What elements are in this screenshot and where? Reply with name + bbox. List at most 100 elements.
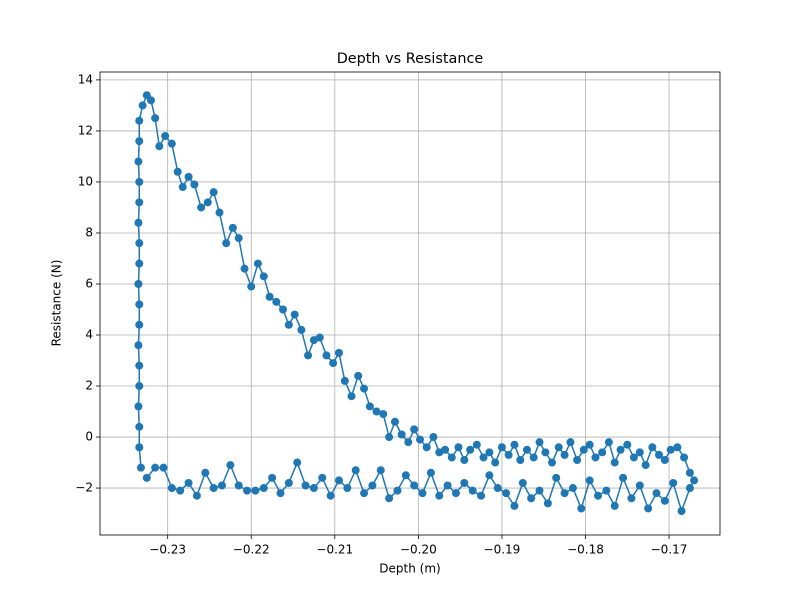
data-point — [360, 384, 369, 393]
data-point — [134, 157, 143, 166]
data-point — [393, 486, 402, 495]
data-point — [554, 443, 563, 452]
data-point — [253, 259, 262, 268]
data-point — [372, 407, 381, 416]
y-tick-label: 14 — [78, 72, 93, 86]
data-point — [635, 481, 644, 490]
data-point — [247, 282, 256, 291]
data-point — [648, 443, 657, 452]
y-axis-label: Resistance (N) — [50, 260, 64, 347]
data-point — [192, 491, 201, 500]
data-point — [468, 486, 477, 495]
data-point — [573, 456, 582, 465]
data-point — [548, 458, 557, 467]
x-tick-label: −0.23 — [149, 543, 186, 557]
data-point — [604, 438, 613, 447]
data-point — [176, 486, 185, 495]
data-point — [410, 481, 419, 490]
x-tick-label: −0.18 — [567, 543, 604, 557]
data-point — [151, 463, 160, 472]
data-point — [619, 473, 628, 482]
data-point — [135, 177, 144, 186]
data-point — [340, 376, 349, 385]
data-point — [343, 484, 352, 493]
data-point — [516, 456, 525, 465]
data-point — [222, 239, 231, 248]
data-point — [134, 279, 143, 288]
data-point — [155, 142, 164, 151]
data-point — [329, 359, 338, 368]
data-point — [217, 481, 226, 490]
data-point — [510, 440, 519, 449]
data-point — [418, 489, 427, 498]
data-point — [304, 351, 313, 360]
data-point — [161, 132, 170, 141]
data-point — [510, 501, 519, 510]
data-point — [135, 198, 144, 207]
data-point — [309, 484, 318, 493]
data-point — [629, 453, 638, 462]
data-point — [641, 461, 650, 470]
data-point — [318, 473, 327, 482]
data-point — [167, 139, 176, 148]
data-point — [623, 440, 632, 449]
y-tick-label: 12 — [78, 123, 93, 137]
data-point — [385, 433, 394, 442]
data-point — [347, 392, 356, 401]
data-point — [422, 443, 431, 452]
chart-title: Depth vs Resistance — [337, 51, 484, 67]
data-point — [360, 489, 369, 498]
data-point — [209, 484, 218, 493]
data-point — [401, 471, 410, 480]
data-point — [276, 489, 285, 498]
data-point — [666, 445, 675, 454]
data-point — [497, 443, 506, 452]
data-point — [543, 499, 552, 508]
data-point — [491, 458, 500, 467]
y-tick-label: 4 — [85, 328, 93, 342]
x-tick-label: −0.17 — [651, 543, 688, 557]
data-point — [135, 137, 144, 146]
data-point — [690, 476, 699, 485]
data-point — [541, 448, 550, 457]
data-point — [272, 297, 281, 306]
x-tick-label: −0.22 — [233, 543, 270, 557]
data-point — [315, 333, 324, 342]
data-point — [466, 445, 475, 454]
data-point — [167, 484, 176, 493]
data-point — [502, 489, 511, 498]
data-point — [376, 466, 385, 475]
y-tick-label: 6 — [85, 276, 93, 290]
data-point — [135, 300, 144, 309]
data-point — [251, 486, 260, 495]
data-point — [669, 478, 678, 487]
data-point — [135, 443, 144, 452]
data-point — [326, 491, 335, 500]
data-point — [379, 410, 388, 419]
data-point — [566, 438, 575, 447]
y-tick-label: 2 — [85, 379, 93, 393]
y-tick-label: 8 — [85, 225, 93, 239]
data-point — [410, 425, 419, 434]
data-point — [518, 478, 527, 487]
data-point — [610, 458, 619, 467]
data-point — [201, 468, 210, 477]
y-tick-label: 0 — [85, 430, 93, 444]
data-point — [142, 473, 151, 482]
data-point — [136, 463, 145, 472]
data-point — [441, 445, 450, 454]
data-point — [184, 172, 193, 181]
data-point — [435, 491, 444, 500]
data-point — [293, 458, 302, 467]
data-point — [135, 320, 144, 329]
data-point — [203, 198, 212, 207]
data-point — [485, 471, 494, 480]
data-point — [447, 453, 456, 462]
data-point — [610, 501, 619, 510]
data-point — [660, 456, 669, 465]
data-point — [527, 494, 536, 503]
data-point — [485, 448, 494, 457]
data-point — [585, 476, 594, 485]
y-tick-label: 10 — [78, 174, 93, 188]
